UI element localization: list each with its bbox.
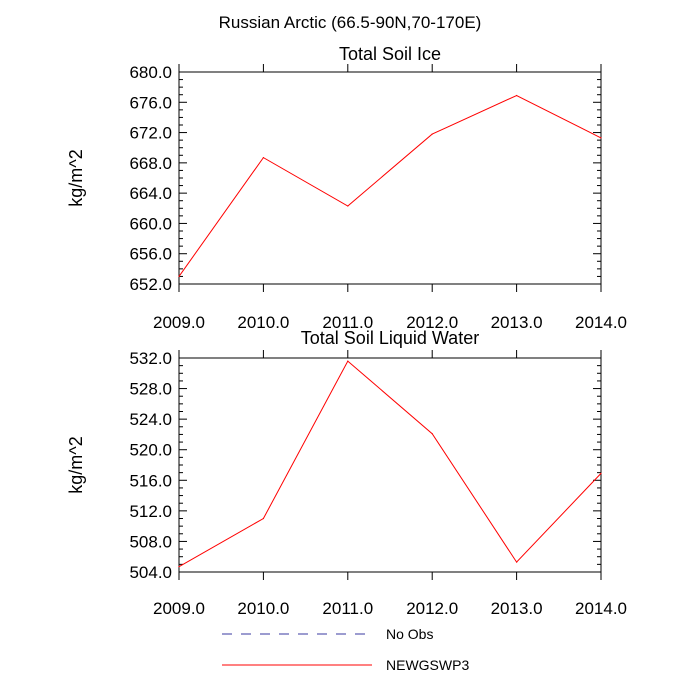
x-tick-label: 2009.0 — [153, 313, 205, 332]
x-tick-label: 2011.0 — [322, 599, 373, 618]
data-point — [178, 566, 180, 568]
x-tick-label: 2010.0 — [237, 599, 289, 618]
data-point — [347, 360, 349, 362]
legend: No Obs NEWGSWP3 — [222, 626, 469, 673]
y-tick-label: 664.0 — [129, 184, 172, 203]
y-tick-label: 512.0 — [129, 502, 172, 521]
y-tick-label: 652.0 — [129, 275, 172, 294]
chart-title: Total Soil Liquid Water — [301, 328, 479, 348]
x-tick-label: 2011.0 — [322, 313, 373, 332]
legend-label-newgswp3: NEWGSWP3 — [386, 657, 469, 673]
x-tick-label: 2012.0 — [406, 599, 458, 618]
data-point — [178, 275, 180, 278]
data-point — [600, 472, 602, 475]
y-tick-label: 528.0 — [129, 380, 172, 399]
data-point — [600, 137, 602, 139]
data-point — [431, 433, 433, 435]
y-tick-label: 660.0 — [129, 214, 172, 233]
x-tick-label: 2009.0 — [153, 599, 205, 618]
chart-title: Total Soil Ice — [339, 44, 441, 64]
y-tick-label: 668.0 — [129, 154, 172, 173]
x-tick-label: 2013.0 — [491, 313, 543, 332]
figure-title: Russian Arctic (66.5-90N,70-170E) — [219, 13, 482, 32]
data-point — [516, 561, 518, 563]
y-tick-label: 520.0 — [129, 441, 172, 460]
y-tick-label: 680.0 — [129, 63, 172, 82]
y-axis-label: kg/m^2 — [66, 149, 86, 206]
y-tick-label: 508.0 — [129, 532, 172, 551]
data-point — [516, 94, 518, 97]
x-tick-label: 2014.0 — [575, 599, 627, 618]
data-point — [262, 517, 264, 520]
y-axis-label: kg/m^2 — [66, 436, 86, 493]
y-tick-label: 504.0 — [129, 563, 172, 582]
x-tick-label: 2012.0 — [406, 313, 458, 332]
y-tick-label: 656.0 — [129, 245, 172, 264]
x-tick-label: 2010.0 — [237, 313, 289, 332]
y-tick-label: 676.0 — [129, 93, 172, 112]
x-tick-label: 2013.0 — [491, 599, 543, 618]
y-tick-label: 672.0 — [129, 124, 172, 143]
plot-frame — [178, 71, 602, 285]
data-point — [347, 205, 349, 207]
y-tick-label: 524.0 — [129, 410, 172, 429]
legend-label-no-obs: No Obs — [386, 626, 433, 642]
panel-total-soil-ice: Total Soil Ice kg/m^2 652.0 656.0 660.0 664.0… — [66, 44, 627, 332]
series-line-newgswp3 — [178, 94, 602, 277]
data-point — [262, 156, 264, 159]
series-line-newgswp3 — [178, 360, 602, 568]
data-point — [431, 133, 433, 135]
y-tick-label: 532.0 — [129, 349, 172, 368]
x-tick-label: 2014.0 — [575, 313, 627, 332]
y-tick-label: 516.0 — [129, 471, 172, 490]
panel-total-soil-liquid-water: Total Soil Liquid Water kg/m^2 504.0 508.0 5… — [66, 328, 627, 618]
